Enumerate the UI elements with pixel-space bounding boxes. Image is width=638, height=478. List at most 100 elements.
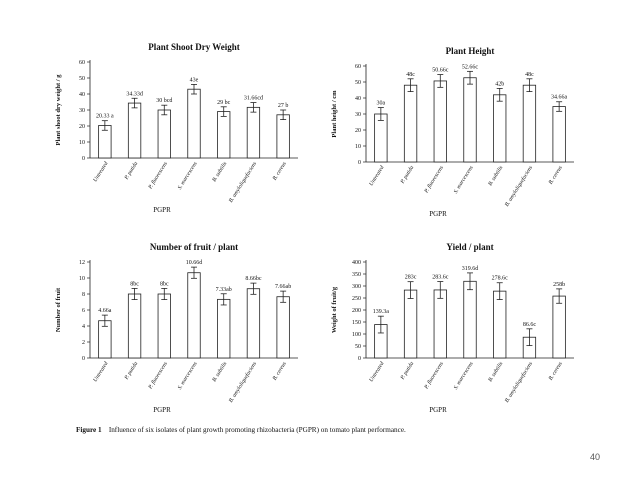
chart-yield-per-plant: Yield / plant Weight of fruit/g 0 50 100 150 2… [331,242,574,414]
chart-title: Plant Height [446,46,495,56]
x-axis-label: PGPR [153,206,171,214]
y-tick-label: 8 [82,292,85,298]
y-tick-label: 6 [82,308,85,314]
bar [493,94,507,163]
y-tick-label: 30 [79,108,85,114]
data-label: 278.6c [492,276,509,282]
x-tick-label: Untreated [93,161,110,183]
y-tick-label: 50 [79,76,85,82]
x-tick-label: Untreated [369,165,386,187]
data-label: 34.66a [551,95,568,101]
x-tick-label: P. putida [399,165,415,186]
data-label: 27 b [278,103,289,109]
y-tick-label: 300 [352,284,361,290]
chart-plant-shoot-dry-weight: Plant Shoot Dry Weight Plant shoot dry we… [55,42,298,214]
y-tick-label: 20 [355,128,361,134]
bar [187,272,201,359]
x-tick-label: B. subtilis [211,161,228,183]
x-tick-label: P. putida [123,161,139,182]
x-tick-label: B. amyloliquefaciens [503,360,534,404]
y-tick-label: 100 [352,332,361,338]
data-label: 48c [406,72,415,78]
y-tick-label: 350 [352,272,361,278]
bar [276,296,290,359]
figure-caption-label: Figure 1 [76,426,102,434]
bar [433,289,447,359]
y-tick-label: 0 [358,356,361,362]
x-axis-label: PGPR [153,406,171,414]
y-tick-label: 400 [352,260,361,266]
y-tick-label: 50 [355,344,361,350]
bar [276,114,290,159]
x-tick-label: B. amyloliquefaciens [503,164,534,208]
y-axis-label: Number of fruit [55,287,62,332]
y-tick-label: 150 [352,320,361,326]
x-tick-label: B. amyloliquefaciens [227,160,258,204]
x-tick-label: S. marcescens [177,361,199,391]
chart-plant-height: Plant Height Plant height / cm 0 10 20 30 40 50… [331,46,574,218]
bar [433,80,447,163]
chart-number-of-fruit: Number of fruit / plant Number of fruit 0 2… [55,242,298,414]
chart-title: Plant Shoot Dry Weight [148,42,240,52]
data-label: 139.3a [373,309,390,315]
x-tick-label: S. marcescens [177,161,199,191]
bar [374,113,388,163]
y-tick-label: 12 [79,260,85,266]
data-label: 319.6d [462,266,479,272]
bar [403,289,418,359]
x-tick-label: P. fluorescens [146,160,169,191]
bar [246,106,261,159]
data-label: 50.66c [432,68,449,74]
y-tick-label: 4 [82,324,85,330]
bar [522,84,537,163]
x-tick-label: B. subtilis [211,361,228,383]
data-label: 4.66a [98,308,112,314]
x-tick-label: B. cereus [272,361,288,382]
y-tick-label: 250 [352,296,361,302]
chart-title: Number of fruit / plant [150,242,238,252]
chart-title: Yield / plant [446,242,493,252]
x-tick-label: B. subtilis [487,165,504,187]
x-tick-label: B. cereus [272,161,288,182]
figure-caption: Figure 1 Influence of six isolates of pl… [76,426,596,434]
data-label: 52.66c [462,64,479,70]
y-tick-label: 0 [82,356,85,362]
x-tick-label: S. marcescens [453,361,475,391]
data-label: 283.6c [432,275,449,281]
y-tick-label: 10 [79,140,85,146]
y-tick-label: 10 [79,276,85,282]
y-tick-label: 50 [355,80,361,86]
bar [157,293,171,359]
bar [463,280,477,359]
bar [246,288,261,359]
x-tick-label: P. putida [399,361,415,382]
data-label: 86.6c [523,322,537,328]
y-tick-label: 30 [355,112,361,118]
data-label: 8bc [130,281,139,287]
y-axis-label: Weight of fruit/g [331,286,338,333]
y-tick-label: 40 [355,96,361,102]
x-tick-label: B. cereus [548,165,564,186]
bar [552,295,566,359]
y-tick-label: 200 [352,308,361,314]
data-label: 8bc [160,281,169,287]
data-label: 42b [495,81,504,87]
bar [217,298,231,359]
data-label: 43e [190,77,199,83]
data-label: 34.33d [126,91,143,97]
data-label: 30 bcd [156,98,172,104]
data-label: 30a [377,101,386,107]
x-tick-label: B. subtilis [487,361,504,383]
y-tick-label: 10 [355,144,361,150]
x-tick-label: P. fluorescens [422,164,445,195]
x-tick-label: P. fluorescens [146,360,169,391]
data-label: 20.33 a [96,114,114,120]
y-tick-label: 2 [82,340,85,346]
x-tick-label: B. amyloliquefaciens [227,360,258,404]
bar [403,84,418,163]
x-axis-label: PGPR [429,406,447,414]
bar [187,88,201,159]
x-axis-label: PGPR [429,210,447,218]
x-tick-label: B. cereus [548,361,564,382]
